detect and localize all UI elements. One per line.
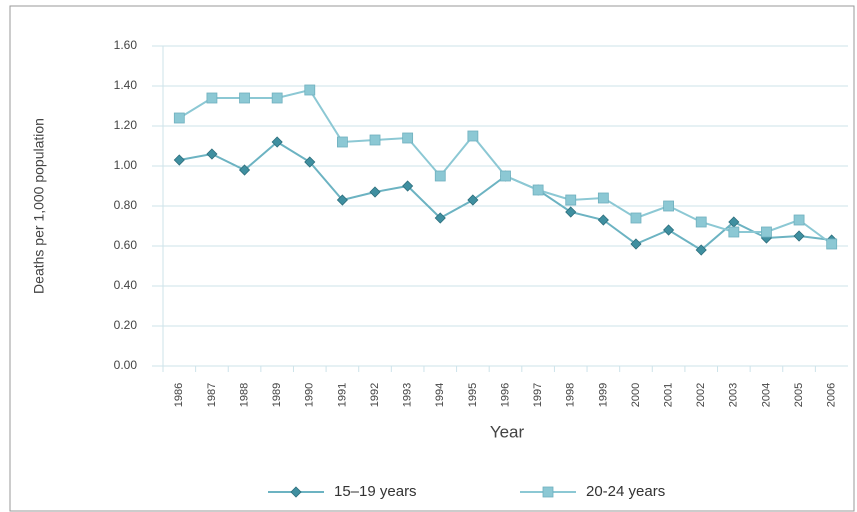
y-tick-label: 1.00 bbox=[114, 158, 138, 172]
x-tick-label: 2006 bbox=[826, 383, 838, 407]
y-tick-label: 1.60 bbox=[114, 38, 138, 52]
x-tick-label: 1989 bbox=[271, 383, 283, 407]
x-tick-label: 1986 bbox=[173, 383, 185, 407]
x-tick-label: 1996 bbox=[499, 383, 511, 407]
point bbox=[630, 212, 642, 224]
x-tick-label: 1999 bbox=[597, 383, 609, 407]
point bbox=[597, 192, 609, 204]
point bbox=[206, 148, 218, 160]
x-tick-label: 2004 bbox=[760, 383, 772, 407]
point bbox=[402, 132, 414, 144]
y-tick-label: 0.60 bbox=[114, 238, 138, 252]
point bbox=[663, 224, 675, 236]
y-tick-label: 1.40 bbox=[114, 78, 138, 92]
point bbox=[173, 154, 185, 166]
point bbox=[369, 186, 381, 198]
point bbox=[728, 226, 740, 238]
x-tick-label: 1988 bbox=[238, 383, 250, 407]
point bbox=[630, 238, 642, 250]
point bbox=[500, 170, 511, 182]
chart-frame bbox=[9, 5, 855, 512]
series bbox=[173, 84, 838, 250]
x-tick-label: 2005 bbox=[793, 383, 805, 407]
y-axis-label: Deaths per 1,000 population bbox=[31, 118, 47, 294]
point bbox=[467, 130, 479, 142]
point bbox=[826, 238, 838, 250]
legend-label: 15–19 years bbox=[334, 483, 417, 500]
point bbox=[402, 180, 414, 192]
legend-item: 20-24 years bbox=[520, 483, 665, 500]
y-tick-label: 1.20 bbox=[114, 118, 138, 132]
y-tick-label: 0.40 bbox=[114, 278, 138, 292]
point bbox=[271, 92, 283, 104]
point bbox=[239, 92, 250, 104]
point bbox=[565, 206, 577, 218]
x-tick-label: 2001 bbox=[663, 383, 675, 407]
x-tick-label: 1991 bbox=[336, 383, 348, 407]
x-tick-label: 1995 bbox=[467, 383, 479, 407]
point bbox=[793, 214, 805, 226]
point bbox=[337, 136, 348, 148]
point bbox=[565, 194, 577, 206]
point bbox=[695, 244, 707, 256]
x-tick-label: 1992 bbox=[369, 383, 381, 407]
legend-marker bbox=[290, 486, 302, 498]
point bbox=[434, 212, 446, 224]
point bbox=[467, 194, 479, 206]
point bbox=[761, 226, 772, 238]
point bbox=[206, 92, 218, 104]
point bbox=[336, 194, 348, 206]
point bbox=[238, 164, 251, 176]
x-tick-label: 2003 bbox=[728, 383, 740, 407]
point bbox=[597, 214, 609, 226]
point bbox=[532, 184, 544, 196]
legend-item: 15–19 years bbox=[268, 483, 417, 500]
y-tick-label: 0.80 bbox=[114, 198, 138, 212]
point bbox=[663, 200, 674, 212]
point bbox=[271, 136, 283, 148]
x-tick-label: 1987 bbox=[206, 383, 218, 407]
point bbox=[173, 112, 185, 124]
x-tick-label: 1993 bbox=[402, 383, 414, 407]
legend-marker bbox=[542, 486, 554, 498]
x-axis-label: Year bbox=[490, 422, 525, 441]
point bbox=[793, 230, 805, 242]
x-tick-label: 1998 bbox=[565, 383, 577, 407]
x-tick-label: 1990 bbox=[304, 383, 316, 407]
x-tick-label: 1997 bbox=[532, 383, 544, 407]
x-tick-label: 2002 bbox=[695, 383, 707, 407]
y-tick-label: 0.00 bbox=[114, 358, 138, 372]
y-tick-label: 0.20 bbox=[114, 318, 138, 332]
legend-label: 20-24 years bbox=[586, 483, 665, 500]
point bbox=[304, 84, 316, 96]
point bbox=[304, 156, 316, 168]
point bbox=[369, 134, 381, 146]
x-tick-label: 2000 bbox=[630, 383, 642, 407]
x-tick-label: 1994 bbox=[434, 383, 446, 407]
point bbox=[434, 170, 446, 182]
point bbox=[695, 216, 707, 228]
